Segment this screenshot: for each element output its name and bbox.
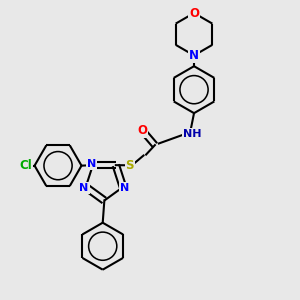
Text: Cl: Cl — [19, 159, 32, 172]
Text: NH: NH — [183, 129, 201, 139]
Text: O: O — [189, 7, 199, 20]
Text: S: S — [125, 159, 134, 172]
Text: N: N — [80, 183, 89, 193]
Text: N: N — [120, 183, 129, 193]
Text: O: O — [137, 124, 148, 137]
Text: N: N — [87, 159, 96, 169]
Text: N: N — [189, 49, 199, 62]
